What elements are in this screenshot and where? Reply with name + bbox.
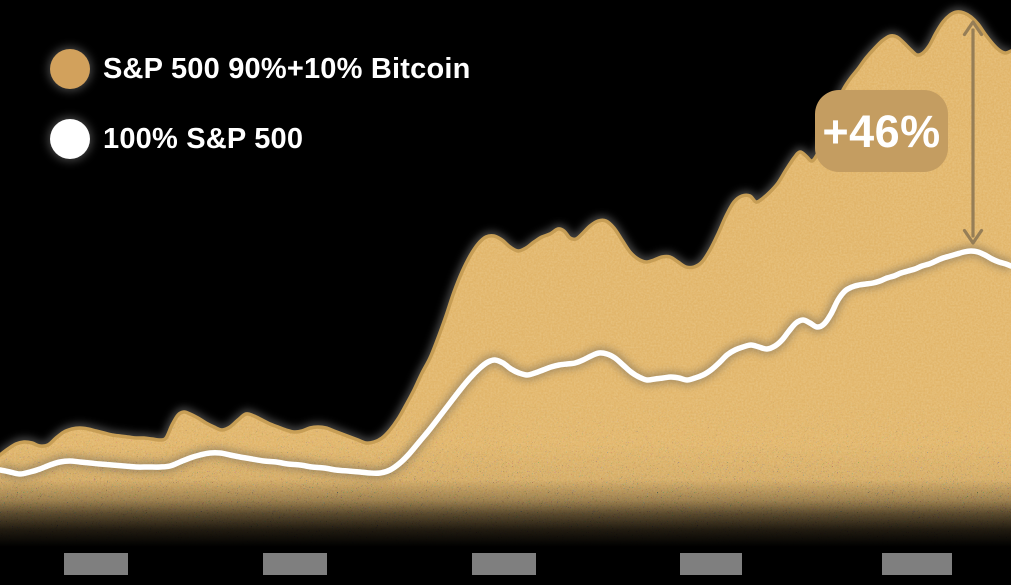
- legend-item-sp500: 100% S&P 500: [50, 119, 471, 159]
- legend: S&P 500 90%+10% Bitcoin 100% S&P 500: [50, 49, 471, 189]
- x-axis-label-redacted: [882, 553, 952, 575]
- x-axis-label-redacted: [64, 553, 128, 575]
- legend-label-bitcoin-portfolio: S&P 500 90%+10% Bitcoin: [103, 52, 471, 85]
- legend-swatch-white-icon: [50, 119, 90, 159]
- sp500-line-series: [0, 245, 1011, 480]
- x-axis-label-redacted: [472, 553, 536, 575]
- gain-arrow-icon: [962, 20, 984, 245]
- x-axis-label-redacted: [263, 553, 327, 575]
- legend-item-bitcoin-portfolio: S&P 500 90%+10% Bitcoin: [50, 49, 471, 89]
- legend-label-sp500: 100% S&P 500: [103, 122, 304, 155]
- x-axis-label-redacted: [680, 553, 742, 575]
- legend-swatch-gold-icon: [50, 49, 90, 89]
- performance-badge-value: +46%: [822, 105, 941, 157]
- performance-badge: +46%: [815, 90, 948, 172]
